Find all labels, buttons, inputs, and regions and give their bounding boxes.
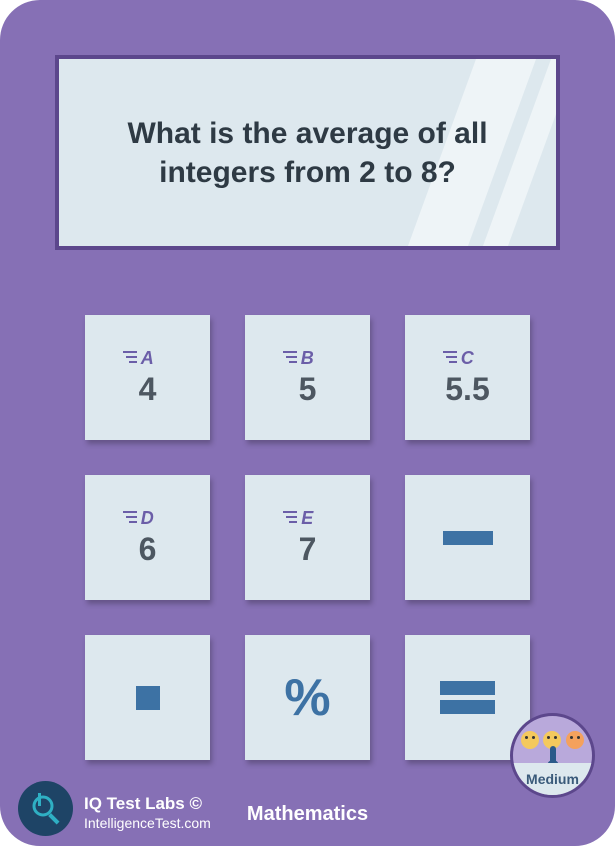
- question-text: What is the average of all integers from…: [89, 114, 526, 192]
- sad-face-icon: [566, 731, 584, 749]
- option-letter: C: [461, 348, 475, 369]
- footer: IQ Test Labs © IntelligenceTest.com Math…: [0, 776, 615, 846]
- dot-icon: [136, 686, 160, 710]
- option-letter: D: [141, 508, 155, 529]
- option-letter: E: [301, 508, 314, 529]
- option-letter: B: [301, 348, 315, 369]
- equals-icon: [440, 676, 495, 719]
- question-display: What is the average of all integers from…: [55, 55, 560, 250]
- option-d-button[interactable]: D 6: [85, 475, 210, 600]
- quiz-card: What is the average of all integers from…: [0, 0, 615, 846]
- dot-key: [85, 635, 210, 760]
- option-value: 4: [139, 371, 157, 408]
- option-value: 5.5: [445, 371, 489, 408]
- option-value: 6: [139, 531, 157, 568]
- happy-face-icon: [521, 731, 539, 749]
- percent-key: %: [245, 635, 370, 760]
- percent-icon: %: [284, 668, 330, 728]
- option-letter: A: [141, 348, 155, 369]
- category-label: Mathematics: [0, 803, 615, 826]
- option-value: 5: [299, 371, 317, 408]
- option-b-button[interactable]: B 5: [245, 315, 370, 440]
- minus-icon: [443, 531, 493, 545]
- option-value: 7: [299, 531, 317, 568]
- option-a-button[interactable]: A 4: [85, 315, 210, 440]
- option-e-button[interactable]: E 7: [245, 475, 370, 600]
- option-c-button[interactable]: C 5.5: [405, 315, 530, 440]
- minus-key: [405, 475, 530, 600]
- answer-grid: A 4 B 5 C 5.5 D 6 E 7 %: [85, 315, 530, 760]
